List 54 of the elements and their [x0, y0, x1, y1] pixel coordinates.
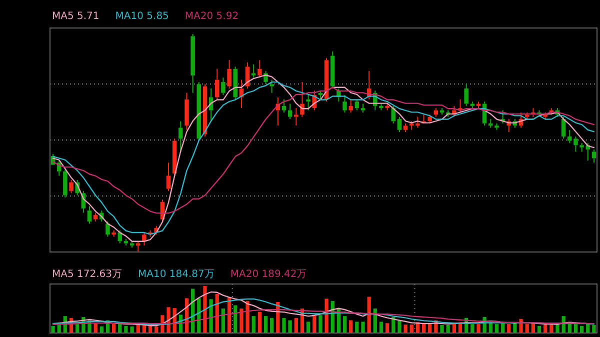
bar [51, 326, 55, 333]
bar [246, 301, 250, 333]
bar [282, 318, 286, 333]
bar [410, 324, 414, 333]
bar [574, 324, 578, 333]
bar [136, 325, 140, 333]
bar [507, 324, 511, 333]
bar [398, 320, 402, 333]
bar [294, 318, 298, 333]
bar [318, 315, 322, 333]
text: MA10 5.85 [115, 11, 169, 22]
bar [240, 308, 244, 333]
bar [288, 320, 292, 333]
text: MA10 184.87万 [138, 269, 214, 280]
bar [379, 322, 384, 333]
bar [264, 316, 268, 333]
text: MA20 189.42万 [230, 269, 307, 280]
text: MA5 5.71 [52, 11, 100, 22]
bar [306, 322, 310, 333]
bar [324, 298, 328, 333]
bar [209, 299, 213, 333]
bar [446, 325, 450, 333]
bar [513, 323, 517, 333]
bar [476, 324, 480, 333]
bar [252, 316, 256, 333]
bar [124, 326, 128, 333]
bar [118, 324, 122, 333]
bar [422, 324, 426, 333]
bar [361, 322, 365, 333]
bar [112, 324, 116, 333]
bar [312, 316, 316, 333]
bar [57, 325, 61, 333]
bar [355, 322, 359, 333]
bar [234, 305, 238, 333]
bar [470, 324, 474, 333]
bar [428, 324, 432, 333]
bar [494, 324, 499, 333]
bar [525, 324, 529, 333]
bar [404, 324, 408, 333]
bar [367, 296, 371, 333]
bar [203, 286, 207, 333]
bar [452, 324, 456, 333]
bar [349, 320, 353, 333]
bar [270, 318, 274, 333]
text: MA5 172.63万 [52, 269, 122, 280]
bar [76, 324, 80, 333]
bar [130, 326, 134, 333]
bar [592, 325, 596, 333]
bar [385, 323, 390, 333]
bar [556, 324, 560, 333]
bar [440, 325, 444, 333]
bar [258, 312, 262, 333]
bar [342, 316, 347, 333]
text: MA20 5.92 [184, 11, 239, 22]
